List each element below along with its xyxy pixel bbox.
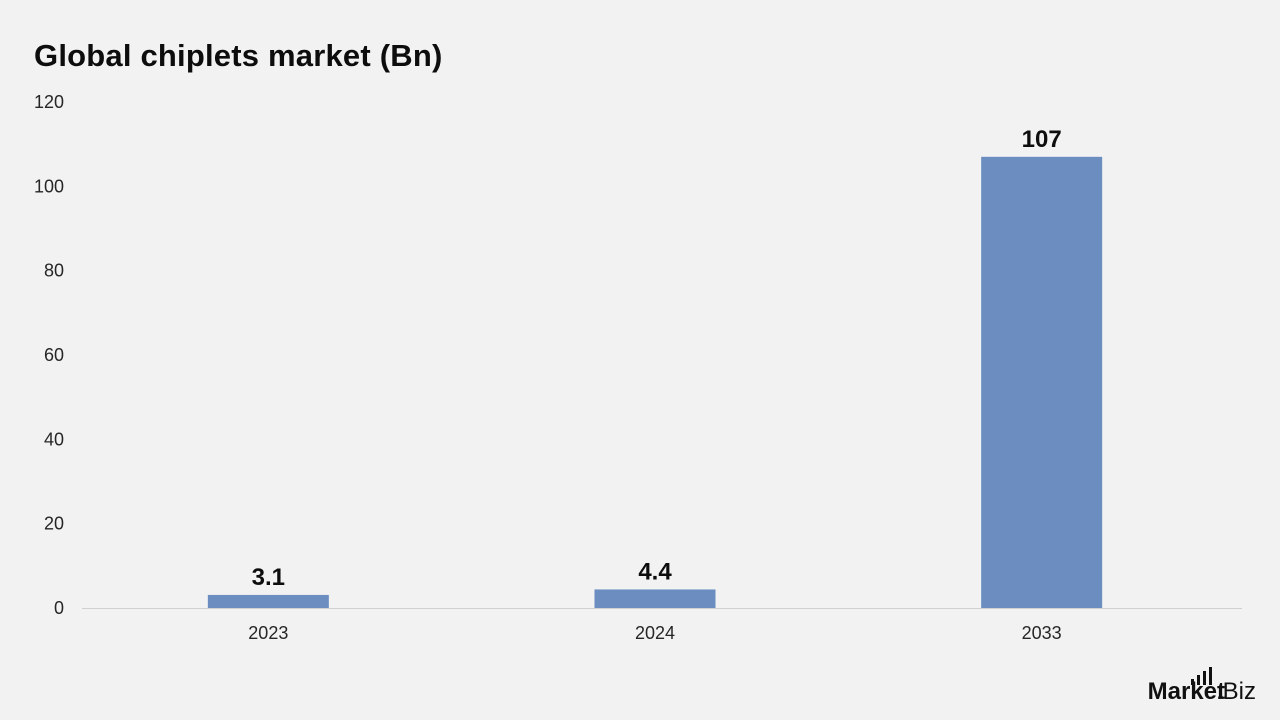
bar-2024 (594, 589, 716, 608)
y-tick-label: 100 (34, 176, 64, 196)
y-tick-label: 80 (44, 261, 64, 281)
y-tick-label: 60 (44, 345, 64, 365)
brand-bars-icon (1190, 667, 1212, 685)
x-tick-label-2024: 2024 (635, 623, 675, 643)
brand-name: Market (1147, 678, 1225, 705)
y-tick-label: 40 (44, 429, 64, 449)
brand-suffix: .Biz (1215, 678, 1256, 705)
chart-title: Global chiplets market (Bn) (34, 38, 443, 73)
y-tick-label: 0 (54, 598, 64, 618)
y-axis-tick-labels: 0 20 40 60 80 100 120 (34, 92, 64, 618)
x-tick-label-2033: 2033 (1022, 623, 1062, 643)
bar-2023 (207, 594, 329, 608)
data-label-2024: 4.4 (638, 558, 672, 585)
x-axis-tick-labels: 2023 2024 2033 (248, 623, 1061, 643)
bars (207, 156, 1103, 609)
data-label-2033: 107 (1022, 126, 1062, 153)
data-labels: 3.1 4.4 107 (252, 126, 1062, 591)
data-label-2023: 3.1 (252, 564, 285, 591)
brand-logo: Market .Biz (1148, 667, 1256, 706)
bar-2033 (981, 156, 1103, 609)
y-tick-label: 120 (34, 92, 64, 112)
y-tick-label: 20 (44, 514, 64, 534)
x-tick-label-2023: 2023 (248, 623, 288, 643)
